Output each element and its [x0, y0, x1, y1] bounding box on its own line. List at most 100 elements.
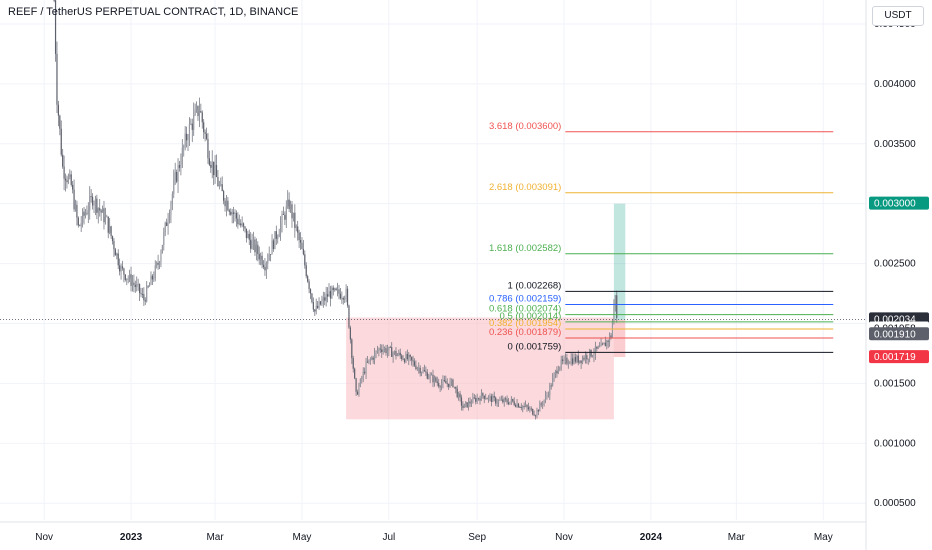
candle-body [418, 367, 420, 369]
candle-body [94, 198, 97, 205]
candle-body [361, 378, 363, 380]
candle-body [406, 354, 408, 360]
candle-body [111, 236, 114, 241]
candle-body [455, 386, 457, 389]
x-tick-label: Mar [206, 532, 224, 543]
candle-body [556, 370, 558, 374]
candle-body [305, 265, 307, 277]
candle-body [486, 398, 488, 400]
candle-body [100, 210, 102, 213]
candle-body [419, 367, 421, 374]
candle-body [221, 184, 223, 192]
x-tick-label: Jul [382, 532, 395, 543]
currency-selector[interactable]: USDT [872, 6, 924, 26]
candle-body [506, 399, 508, 403]
candle-body [332, 287, 334, 291]
candle-body [614, 295, 616, 305]
candle-body [385, 348, 387, 354]
candle-body [329, 291, 332, 299]
candle-body [187, 139, 189, 141]
candle-body [282, 213, 285, 215]
candle-body [185, 133, 188, 141]
candle-body [409, 354, 411, 357]
candle-body [198, 110, 201, 117]
candle-body [289, 204, 292, 209]
candle-body [496, 403, 498, 404]
candle-body [569, 363, 571, 364]
candle-body [579, 360, 581, 363]
candle-body [438, 382, 440, 387]
candle-body [383, 348, 386, 350]
candle-body [543, 399, 545, 405]
candle-body [513, 401, 515, 405]
candle-body [379, 348, 381, 350]
candle-body [248, 233, 250, 240]
candle-body [154, 265, 156, 278]
candle-body [453, 386, 455, 388]
candle-body [571, 358, 574, 364]
candle-body [318, 301, 320, 308]
candle-body [261, 255, 263, 265]
candle-body [93, 204, 95, 206]
candle-body [402, 358, 404, 360]
candle-body [76, 204, 78, 218]
candle-body [252, 239, 255, 242]
fib-level-label: 0.382 (0.001954) [489, 318, 561, 329]
candle-body [127, 278, 129, 280]
candle-body [178, 165, 181, 168]
price-tag-text: 0.001910 [874, 329, 916, 340]
candle-body [126, 278, 128, 280]
candle-body [174, 172, 176, 181]
candle-body [121, 266, 124, 269]
candle-body [562, 359, 564, 361]
candle-body [87, 210, 89, 214]
candle-body [204, 132, 206, 134]
candle-body [392, 353, 394, 357]
candle-body [304, 254, 306, 266]
candle-body [352, 358, 354, 369]
candle-body [485, 398, 487, 400]
candle-body [603, 342, 605, 345]
candle-body [77, 217, 79, 226]
candle-body [211, 161, 213, 168]
candle-body [335, 288, 337, 290]
candle-body [277, 236, 279, 239]
y-tick-label: 0.001000 [874, 438, 916, 449]
candle-body [554, 370, 557, 375]
candle-body [250, 239, 252, 249]
candle-body [396, 354, 398, 357]
candle-body [356, 391, 359, 395]
candle-body [163, 232, 165, 246]
candle-body [279, 223, 282, 234]
candle-body [583, 357, 585, 360]
candle-body [355, 378, 357, 392]
candle-body [120, 266, 122, 272]
candle-body [499, 400, 501, 402]
candle-body [231, 212, 233, 215]
candle-body [240, 223, 242, 226]
candle-body [423, 370, 426, 372]
fib-level-label: 0.236 (0.001879) [489, 327, 561, 338]
candle-body [170, 203, 172, 216]
candle-body [345, 288, 347, 299]
candle-body [348, 305, 350, 328]
candle-body [351, 339, 353, 359]
candle-body [284, 214, 286, 220]
candle-body [237, 218, 239, 225]
candle-body [287, 199, 289, 207]
candle-body [442, 379, 444, 384]
candle-body [74, 204, 77, 210]
candle-body [460, 397, 463, 406]
candle-body [194, 109, 196, 115]
candle-body [223, 191, 225, 201]
candle-body [374, 352, 376, 360]
candle-body [241, 223, 243, 226]
candle-body [607, 340, 609, 342]
price-tag-text: 0.001719 [874, 352, 916, 363]
candle-body [218, 185, 220, 186]
candle-body [581, 357, 584, 363]
candle-body [422, 370, 424, 373]
candle-body [268, 254, 270, 260]
candle-body [358, 386, 360, 395]
